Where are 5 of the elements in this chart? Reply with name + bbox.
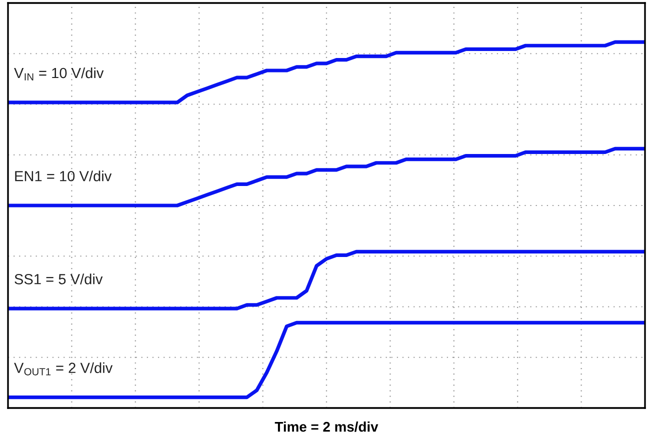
x-axis-title: Time = 2 ms/div: [274, 422, 378, 432]
series-label: EN1 = 10 V/div: [15, 170, 112, 182]
series-label: SS1 = 5 V/div: [14, 274, 103, 284]
series-label: V$_{IN}$ = 10 V/div: [14, 67, 104, 80]
series-label: V$_{OUT1}$ = 2 V/div: [14, 362, 113, 376]
